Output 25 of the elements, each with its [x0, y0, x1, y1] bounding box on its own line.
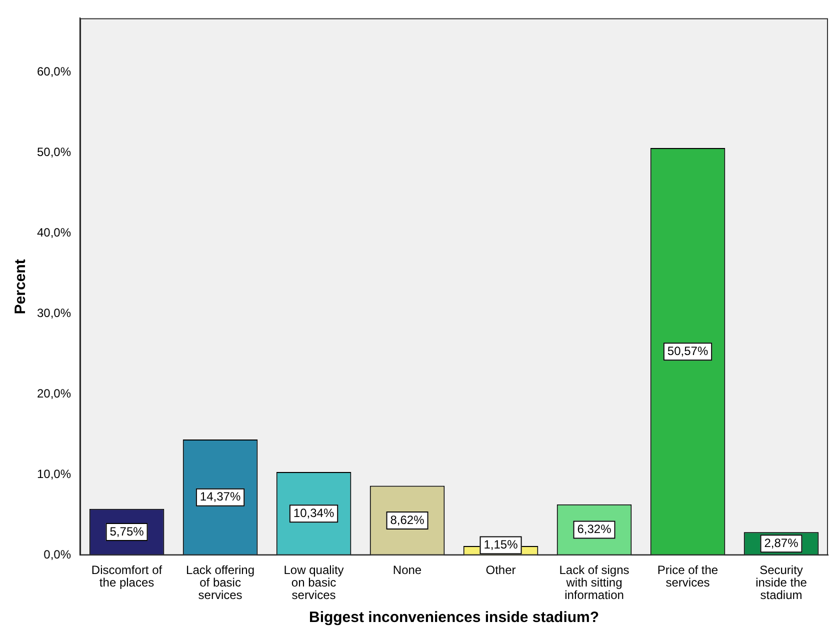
- y-tick-label: 10,0%: [36, 467, 72, 482]
- y-tick-label: 0,0%: [44, 548, 72, 562]
- x-tick-label: Price of the services: [657, 562, 718, 590]
- x-tick-label: Low quality on basic services: [284, 562, 344, 602]
- data-label: 8,62%: [390, 512, 425, 527]
- data-label: 14,37%: [200, 490, 241, 504]
- x-axis-title: Biggest inconveniences inside stadium?: [308, 609, 600, 626]
- y-tick-label: 50,0%: [36, 144, 72, 159]
- data-label: 10,34%: [293, 506, 334, 520]
- y-axis-title: Percent: [12, 259, 30, 314]
- x-tick-label: Lack offering of basic services: [186, 562, 255, 602]
- x-tick-label: Discomfort of the places: [91, 562, 163, 590]
- x-tick-label: None: [392, 562, 422, 577]
- data-label: 5,75%: [110, 524, 144, 538]
- x-tick-label: Security inside the stadium: [756, 562, 808, 602]
- x-tick-label: Lack of signs with sitting information: [559, 562, 630, 602]
- data-label: 6,32%: [577, 522, 612, 536]
- data-label: 50,57%: [667, 344, 708, 358]
- data-label: 2,87%: [764, 536, 799, 550]
- y-tick-label: 20,0%: [36, 386, 72, 400]
- y-tick-label: 40,0%: [36, 225, 72, 240]
- y-tick-label: 60,0%: [36, 64, 72, 78]
- data-label: 1,15%: [484, 538, 518, 552]
- y-tick-label: 30,0%: [36, 306, 72, 320]
- x-tick-label: Other: [486, 562, 516, 577]
